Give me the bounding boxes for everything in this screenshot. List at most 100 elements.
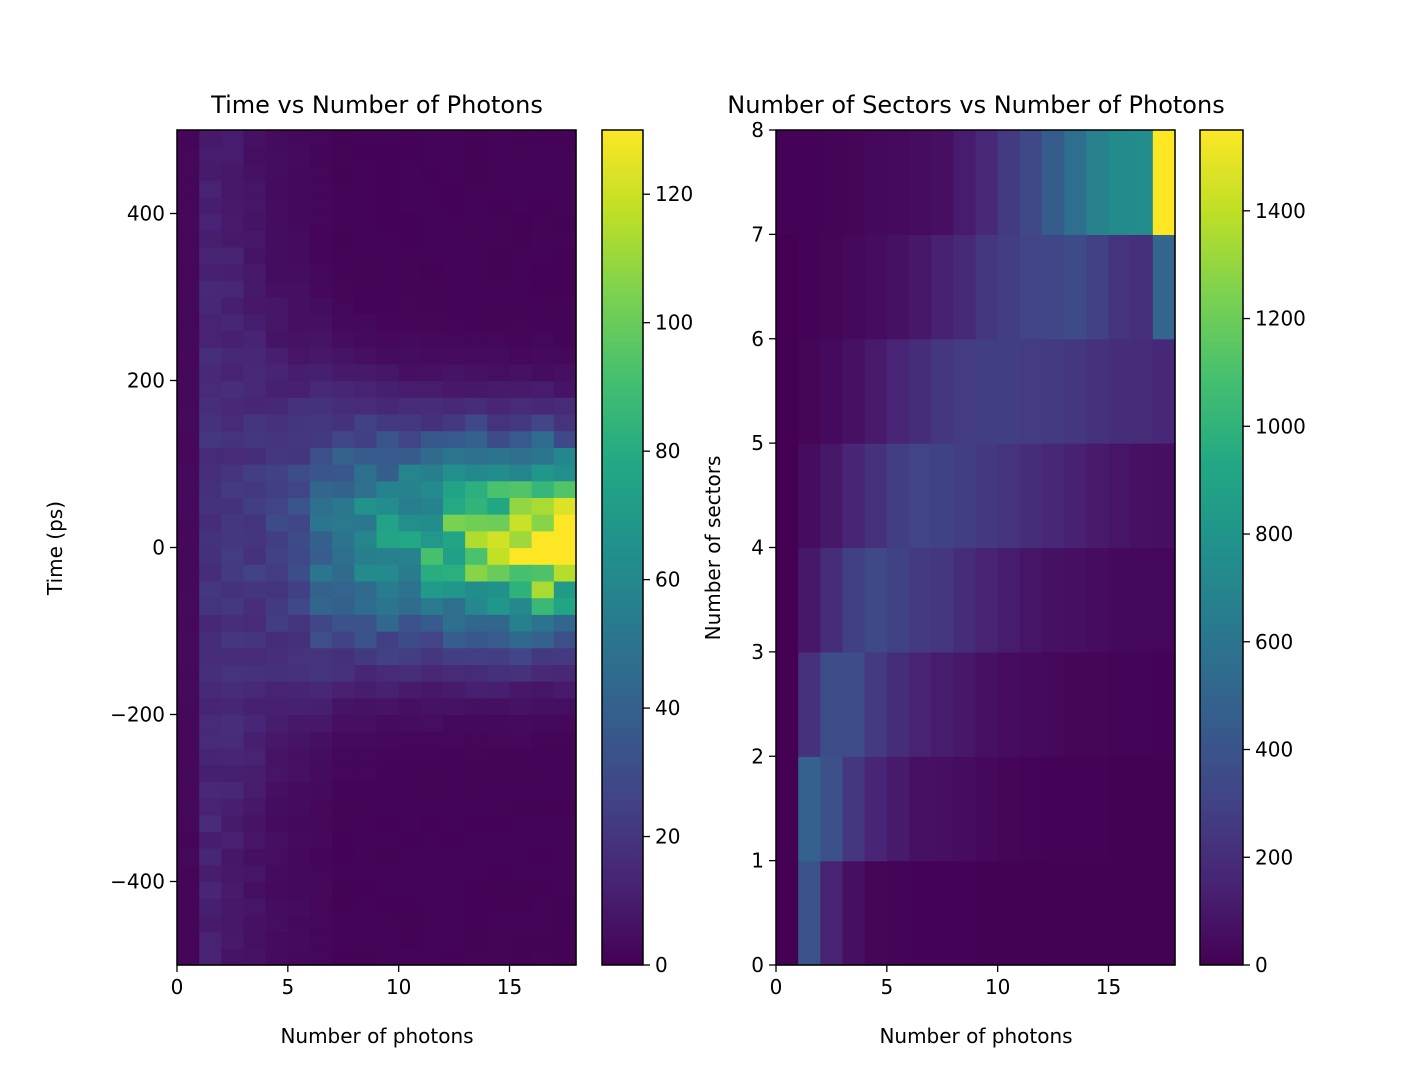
left-heatmap-cell <box>199 380 222 398</box>
right-heatmap-cell <box>909 651 932 757</box>
right-heatmap-cell <box>1042 651 1065 757</box>
left-heatmap-cell <box>465 681 488 699</box>
left-heatmap-cell <box>420 747 444 766</box>
left-heatmap-cell <box>420 163 444 181</box>
right-heatmap-cell <box>975 130 999 235</box>
left-heatmap-cell <box>376 464 400 482</box>
right-heatmap-cell <box>864 338 888 444</box>
left-heatmap-cell <box>443 664 466 682</box>
left-heatmap-cell <box>398 330 422 348</box>
right-heatmap-cell <box>776 234 799 340</box>
left-heatmap-cell <box>465 447 488 465</box>
right-heatmap-cell <box>842 234 866 340</box>
left-heatmap-cell <box>376 530 400 549</box>
right-heatmap-cell <box>1086 756 1110 862</box>
left-heatmap-cell <box>354 931 378 949</box>
left-heatmap-cell <box>487 313 511 331</box>
left-heatmap-cell <box>199 731 222 749</box>
left-heatmap-cell <box>465 146 488 164</box>
left-heatmap-cell <box>310 380 333 398</box>
left-heatmap-cell <box>443 213 466 231</box>
left-heatmap-cell <box>177 514 200 532</box>
left-chart-title: Time vs Number of Photons <box>210 91 543 119</box>
left-heatmap-cell <box>177 347 200 365</box>
left-heatmap-cell <box>287 347 311 365</box>
right-heatmap-cell <box>1064 338 1087 444</box>
right-heatmap-cell <box>931 443 954 549</box>
left-heatmap-cell <box>376 681 400 699</box>
right-heatmap-cell <box>864 756 888 862</box>
left-heatmap-cell <box>420 931 444 949</box>
right-heatmap-cell <box>1042 130 1065 235</box>
left-heatmap-cell <box>509 948 533 966</box>
left-heatmap-cell <box>376 631 400 649</box>
left-heatmap-cell <box>531 297 555 315</box>
left-heatmap-cell <box>199 497 222 515</box>
right-heatmap-cell <box>776 860 799 966</box>
left-heatmap-cell <box>420 130 444 148</box>
left-heatmap-cell <box>199 580 222 599</box>
left-heatmap-cell <box>553 530 577 549</box>
left-heatmap-cell <box>465 163 488 181</box>
left-heatmap-cell <box>265 764 289 782</box>
right-heatmap-cell <box>1019 443 1043 549</box>
right-heatmap-cell <box>931 756 954 862</box>
left-heatmap-cell <box>420 430 444 448</box>
left-heatmap-cell <box>465 213 488 231</box>
left-heatmap-cell <box>287 530 311 549</box>
left-heatmap-cell <box>398 764 422 782</box>
left-heatmap-cell <box>443 180 466 198</box>
left-heatmap-cell <box>287 647 311 665</box>
left-heatmap-cell <box>265 580 289 599</box>
left-heatmap-cell <box>221 898 245 916</box>
left-heatmap-cell <box>177 764 200 782</box>
left-heatmap-cell <box>487 914 511 933</box>
left-heatmap-cell <box>221 681 245 699</box>
left-heatmap-cell <box>265 313 289 331</box>
left-heatmap-cell <box>509 864 533 883</box>
left-heatmap-cell <box>376 747 400 766</box>
left-heatmap-cell <box>243 831 267 849</box>
left-heatmap-cell <box>553 664 577 682</box>
left-heatmap-cell <box>199 781 222 799</box>
left-heatmap-cell <box>487 580 511 599</box>
left-heatmap-cell <box>332 664 355 682</box>
left-heatmap-cell <box>531 514 555 532</box>
left-heatmap-cell <box>398 814 422 832</box>
right-heatmap-cell <box>1019 860 1043 966</box>
right-heatmap-cell <box>1152 130 1176 235</box>
left-heatmap-cell <box>199 614 222 632</box>
left-chart: Time vs Number of Photons 0 5 10 15 −400 −20… <box>43 91 693 1048</box>
right-chart-title: Number of Sectors vs Number of Photons <box>727 91 1224 119</box>
left-heatmap-cell <box>310 564 333 582</box>
left-heatmap-cell <box>465 363 488 382</box>
left-heatmap-cell <box>487 514 511 532</box>
left-heatmap-cell <box>310 230 333 248</box>
left-heatmap-cell <box>509 196 533 215</box>
left-heatmap-cell <box>287 313 311 331</box>
left-heatmap-cell <box>509 130 533 148</box>
left-heatmap-cell <box>287 213 311 231</box>
left-heatmap-cell <box>531 814 555 832</box>
left-heatmap-cell <box>509 297 533 315</box>
left-heatmap-cell <box>354 848 378 866</box>
left-heatmap-cell <box>376 280 400 298</box>
left-y-tick-label: 0 <box>152 536 165 560</box>
left-heatmap-cell <box>332 130 355 148</box>
right-heatmap-cell <box>776 443 799 549</box>
left-heatmap-cell <box>221 330 245 348</box>
right-heatmap-cell <box>1152 860 1176 966</box>
right-heatmap-cell <box>931 651 954 757</box>
left-heatmap-cell <box>553 196 577 215</box>
right-colorbar-tick-label: 600 <box>1255 630 1293 654</box>
left-heatmap-cell <box>420 297 444 315</box>
left-heatmap-cell <box>265 330 289 348</box>
left-heatmap-cell <box>243 614 267 632</box>
left-heatmap-cell <box>243 246 267 265</box>
left-heatmap-cell <box>509 363 533 382</box>
left-heatmap-cell <box>354 130 378 148</box>
left-heatmap-cell <box>310 180 333 198</box>
right-y-axis: 0 1 2 3 4 5 6 7 8 <box>751 118 776 977</box>
left-heatmap-cell <box>531 464 555 482</box>
left-heatmap-cell <box>398 297 422 315</box>
